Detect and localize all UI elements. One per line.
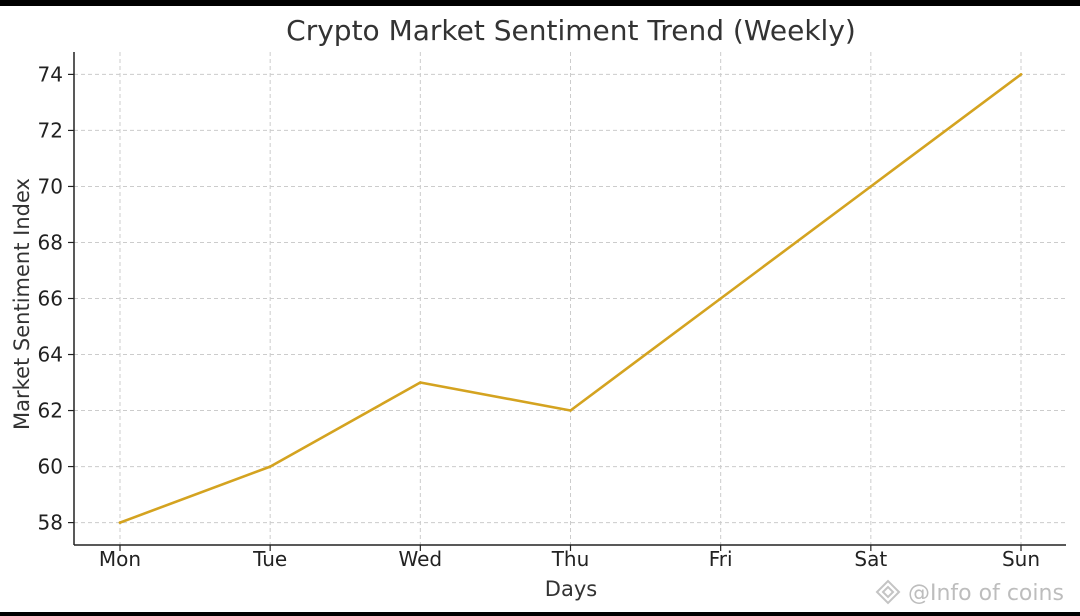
- y-tick-label: 72: [38, 118, 63, 142]
- x-tick-label: Tue: [252, 547, 287, 571]
- x-tick-label: Wed: [399, 547, 443, 571]
- y-tick-label: 62: [38, 399, 63, 423]
- data-point: [118, 521, 122, 524]
- y-tick-label: 64: [38, 343, 63, 367]
- y-axis-label: Market Sentiment Index: [10, 178, 34, 430]
- x-ticks: Mon Tue Wed Thu Fri Sat Sun: [99, 545, 1040, 571]
- x-tick-label: Sun: [1002, 547, 1040, 571]
- chart-title: Crypto Market Sentiment Trend (Weekly): [286, 14, 856, 47]
- x-tick-label: Sat: [854, 547, 887, 571]
- y-tick-label: 60: [38, 455, 63, 479]
- data-points: [118, 73, 1023, 524]
- y-tick-label: 58: [38, 511, 63, 535]
- data-point: [268, 465, 272, 468]
- diamond-logo-icon: [875, 579, 901, 605]
- x-tick-label: Mon: [99, 547, 141, 571]
- y-tick-label: 68: [38, 230, 63, 254]
- watermark: @Info of coins: [875, 579, 1064, 606]
- y-tick-label: 74: [38, 62, 63, 86]
- y-tick-label: 66: [38, 287, 63, 311]
- x-tick-label: Thu: [551, 547, 590, 571]
- y-ticks: 58 60 62 64 66 68 70 72 74: [38, 62, 74, 535]
- y-tick-label: 70: [38, 174, 63, 198]
- data-point: [419, 381, 422, 384]
- x-axis-label: Days: [545, 577, 597, 601]
- data-point: [1019, 73, 1023, 76]
- data-point: [869, 185, 873, 188]
- x-tick-label: Fri: [709, 547, 733, 571]
- watermark-text: @Info of coins: [908, 581, 1064, 606]
- line-chart: Crypto Market Sentiment Trend (Weekly) 5…: [10, 14, 1066, 606]
- grid: [74, 52, 1066, 545]
- data-point: [719, 297, 722, 300]
- data-point: [569, 409, 572, 412]
- chart-frame: Crypto Market Sentiment Trend (Weekly) 5…: [0, 6, 1080, 612]
